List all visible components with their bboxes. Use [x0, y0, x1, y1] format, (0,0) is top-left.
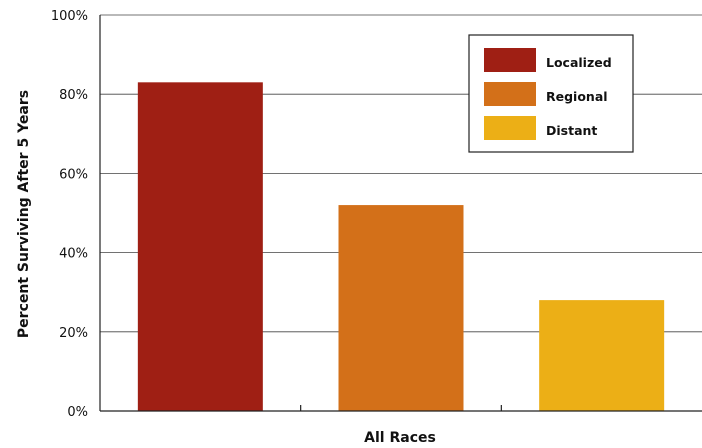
bar-localized — [137, 82, 263, 411]
legend-label-distant: Distant — [546, 123, 597, 138]
legend-swatch-regional — [484, 82, 536, 106]
y-tick-label: 20% — [59, 326, 88, 341]
legend-label-localized: Localized — [546, 55, 612, 70]
y-tick-label: 60% — [59, 167, 88, 182]
bars — [137, 82, 665, 411]
legend-swatch-localized — [484, 48, 536, 72]
y-tick-label: 80% — [59, 88, 88, 103]
bar-regional — [338, 205, 464, 411]
y-tick-label: 40% — [59, 247, 88, 262]
y-tick-label: 0% — [67, 405, 88, 420]
axes — [99, 15, 702, 412]
x-axis-title: All Races — [364, 430, 436, 446]
legend: Localized Regional Distant — [468, 34, 634, 153]
legend-label-regional: Regional — [546, 89, 608, 104]
legend-swatch-distant — [484, 116, 536, 140]
y-tick-label: 100% — [51, 9, 88, 24]
y-tick-labels: 0% 20% 40% 60% 80% 100% — [51, 9, 88, 420]
y-axis-title: Percent Surviving After 5 Years — [16, 90, 32, 338]
bar-distant — [539, 300, 665, 411]
